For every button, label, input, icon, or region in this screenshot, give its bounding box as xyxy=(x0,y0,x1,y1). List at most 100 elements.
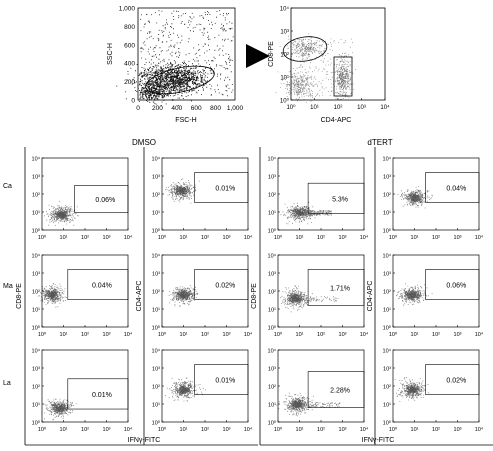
y-log-tick-label: 10¹ xyxy=(152,211,160,217)
facs-panel-r3-c3: 2.28% 10⁰ 10¹ 10² 10³ 10⁴ 10⁰ 10¹ 10² 10³ 10⁴ xyxy=(268,348,369,434)
panel-frame xyxy=(277,157,365,231)
y-log-tick-label: 10⁴ xyxy=(152,348,161,355)
x-log-tick-label: 10³ xyxy=(339,332,347,338)
ifng-gate xyxy=(194,269,249,300)
y-log-tick-label: 10¹ xyxy=(32,211,40,217)
dtert-header: dTERT xyxy=(367,138,392,147)
y-log-tick-label: 10⁴ xyxy=(32,156,41,163)
y-log-tick-label: 10⁰ xyxy=(152,420,161,427)
y-log-tick-label: 10⁴ xyxy=(383,253,392,260)
row-label-ca: Ca xyxy=(3,183,12,190)
y-log-tick-label: 10³ xyxy=(383,367,391,373)
x-log-tick-label: 10¹ xyxy=(60,332,68,338)
y-log-tick-label: 10¹ xyxy=(32,403,40,409)
x-log-tick-label: 10⁰ xyxy=(389,426,398,433)
x-log-tick-label: 10⁰ xyxy=(158,331,167,338)
cd4-cd8-plot: 10⁰ 10¹ 10² 10³ 10⁴ 10⁰ 10¹ 10² 10³ 10⁴ CD8-PE C… xyxy=(268,6,390,125)
y-log-tick-label: 10³ xyxy=(383,272,391,278)
y-log-tick-label: 10² xyxy=(268,385,276,391)
y-log-tick-label: 10⁴ xyxy=(383,156,392,163)
cd8-gate xyxy=(282,36,328,62)
fsc-axis-label: FSC-H xyxy=(175,117,196,124)
y-log-tick-label: 10⁰ xyxy=(32,420,41,427)
fsc-tick-label: 1,000 xyxy=(227,105,244,112)
fsc-tick-label: 0 xyxy=(136,105,140,112)
gate-percentage-label: 0.01% xyxy=(215,186,235,193)
y-log-tick-label: 10¹ xyxy=(32,308,40,314)
x-log-tick-label: 10¹ xyxy=(411,332,419,338)
fsc-tick-label: 200 xyxy=(152,105,163,112)
x-log-tick-label: 10⁰ xyxy=(274,331,283,338)
x-log-tick-label: 10⁴ xyxy=(244,234,253,241)
x-log-tick-label: 10³ xyxy=(103,235,111,241)
dmso-cd8-pe-label: CD8-PE xyxy=(16,283,23,309)
ssc-tick-label: 600 xyxy=(124,42,135,49)
ssc-tick-label: 200 xyxy=(124,79,135,86)
dmso-cd4-apc-label: CD4-APC xyxy=(136,281,143,312)
cd4-gate xyxy=(333,56,353,97)
y-log-tick-label: 10¹ xyxy=(268,403,276,409)
x-log-tick-label: 10⁰ xyxy=(286,104,296,111)
cd4-cd8-y-ticks: 10⁰ 10¹ 10² 10³ 10⁴ xyxy=(280,6,293,105)
dmso-header: DMSO xyxy=(132,138,156,147)
gate-percentage-label: 0.04% xyxy=(446,186,466,193)
x-log-tick-label: 10¹ xyxy=(296,427,304,433)
panel-frame xyxy=(392,349,480,423)
y-log-tick-label: 10³ xyxy=(152,367,160,373)
y-log-tick-label: 10³ xyxy=(32,175,40,181)
y-log-tick-label: 10⁴ xyxy=(152,156,161,163)
y-log-tick-label: 10² xyxy=(268,193,276,199)
x-log-tick-label: 10⁰ xyxy=(38,331,47,338)
facs-panel-r3-c4: 0.02% 10⁰ 10¹ 10² 10³ 10⁴ 10⁰ 10¹ 10² 10³ 10⁴ xyxy=(383,348,484,434)
facs-panel-r1-c3: 5.3% 10⁰ 10¹ 10² 10³ 10⁴ 10⁰ 10¹ 10² 10³ 10⁴ xyxy=(268,156,369,242)
cd4-cd8-x-ticks: 10⁰ 10¹ 10² 10³ 10⁴ xyxy=(286,98,390,111)
x-log-tick-label: 10⁴ xyxy=(380,104,390,111)
panel-frame xyxy=(392,157,480,231)
y-log-tick-label: 10² xyxy=(280,53,289,59)
panel-frame xyxy=(41,254,129,328)
y-log-tick-label: 10⁰ xyxy=(32,325,41,332)
x-log-tick-label: 10³ xyxy=(454,427,462,433)
y-log-tick-label: 10⁴ xyxy=(280,6,290,13)
gate-percentage-label: 0.06% xyxy=(95,197,115,204)
facs-panel-r2-c1: 0.04% 10⁰ 10¹ 10² 10³ 10⁴ 10⁰ 10¹ 10² 10³ 10⁴ xyxy=(32,253,133,339)
x-log-tick-label: 10² xyxy=(81,427,89,433)
x-log-tick-label: 10¹ xyxy=(310,105,319,111)
ifng-gate xyxy=(67,269,129,300)
x-log-tick-label: 10⁰ xyxy=(389,234,398,241)
x-log-tick-label: 10² xyxy=(317,235,325,241)
fsc-tick-label: 600 xyxy=(191,105,202,112)
fsc-ssc-plot-frame xyxy=(137,7,236,101)
x-log-tick-label: 10² xyxy=(201,235,209,241)
x-log-tick-label: 10³ xyxy=(223,235,231,241)
dmso-ifng-fitc-label: IFNγ-FITC xyxy=(128,437,161,444)
x-log-tick-label: 10¹ xyxy=(411,427,419,433)
gate-percentage-label: 0.04% xyxy=(92,283,112,290)
y-log-tick-label: 10² xyxy=(32,385,40,391)
facs-panel-r2-c4: 0.06% 10⁰ 10¹ 10² 10³ 10⁴ 10⁰ 10¹ 10² 10³ 10⁴ xyxy=(383,253,484,339)
ifng-gate xyxy=(74,185,129,214)
x-log-tick-label: 10² xyxy=(81,332,89,338)
gate-percentage-label: 0.01% xyxy=(215,378,235,385)
gate-percentage-label: 5.3% xyxy=(332,196,348,203)
ssc-axis-label: SSC-H xyxy=(107,43,114,65)
x-log-tick-label: 10⁴ xyxy=(124,331,133,338)
x-log-tick-label: 10⁰ xyxy=(158,426,167,433)
x-log-tick-label: 10² xyxy=(432,332,440,338)
facs-panel-r2-c3: 1.71% 10⁰ 10¹ 10² 10³ 10⁴ 10⁰ 10¹ 10² 10³ 10⁴ xyxy=(268,253,369,339)
y-log-tick-label: 10⁰ xyxy=(32,228,41,235)
fsc-ssc-scatter-plot: 0 200 400 600 800 1,000 0 200 400 600 800 1,000 SS… xyxy=(107,6,244,125)
fsc-tick-label: 800 xyxy=(210,105,221,112)
ifng-gate xyxy=(194,172,249,203)
cd4-apc-axis-label: CD4-APC xyxy=(321,117,352,124)
facs-panel-r1-c1: 0.06% 10⁰ 10¹ 10² 10³ 10⁴ 10⁰ 10¹ 10² 10³ 10⁴ xyxy=(32,156,133,242)
dtert-cd8-pe-label: CD8-PE xyxy=(251,283,258,309)
x-log-tick-label: 10⁰ xyxy=(158,234,167,241)
ifng-gate xyxy=(67,378,129,410)
x-log-tick-label: 10¹ xyxy=(296,332,304,338)
x-log-tick-label: 10⁰ xyxy=(38,234,47,241)
x-log-tick-label: 10³ xyxy=(103,332,111,338)
x-log-tick-label: 10⁴ xyxy=(360,331,369,338)
y-log-tick-label: 10² xyxy=(268,290,276,296)
